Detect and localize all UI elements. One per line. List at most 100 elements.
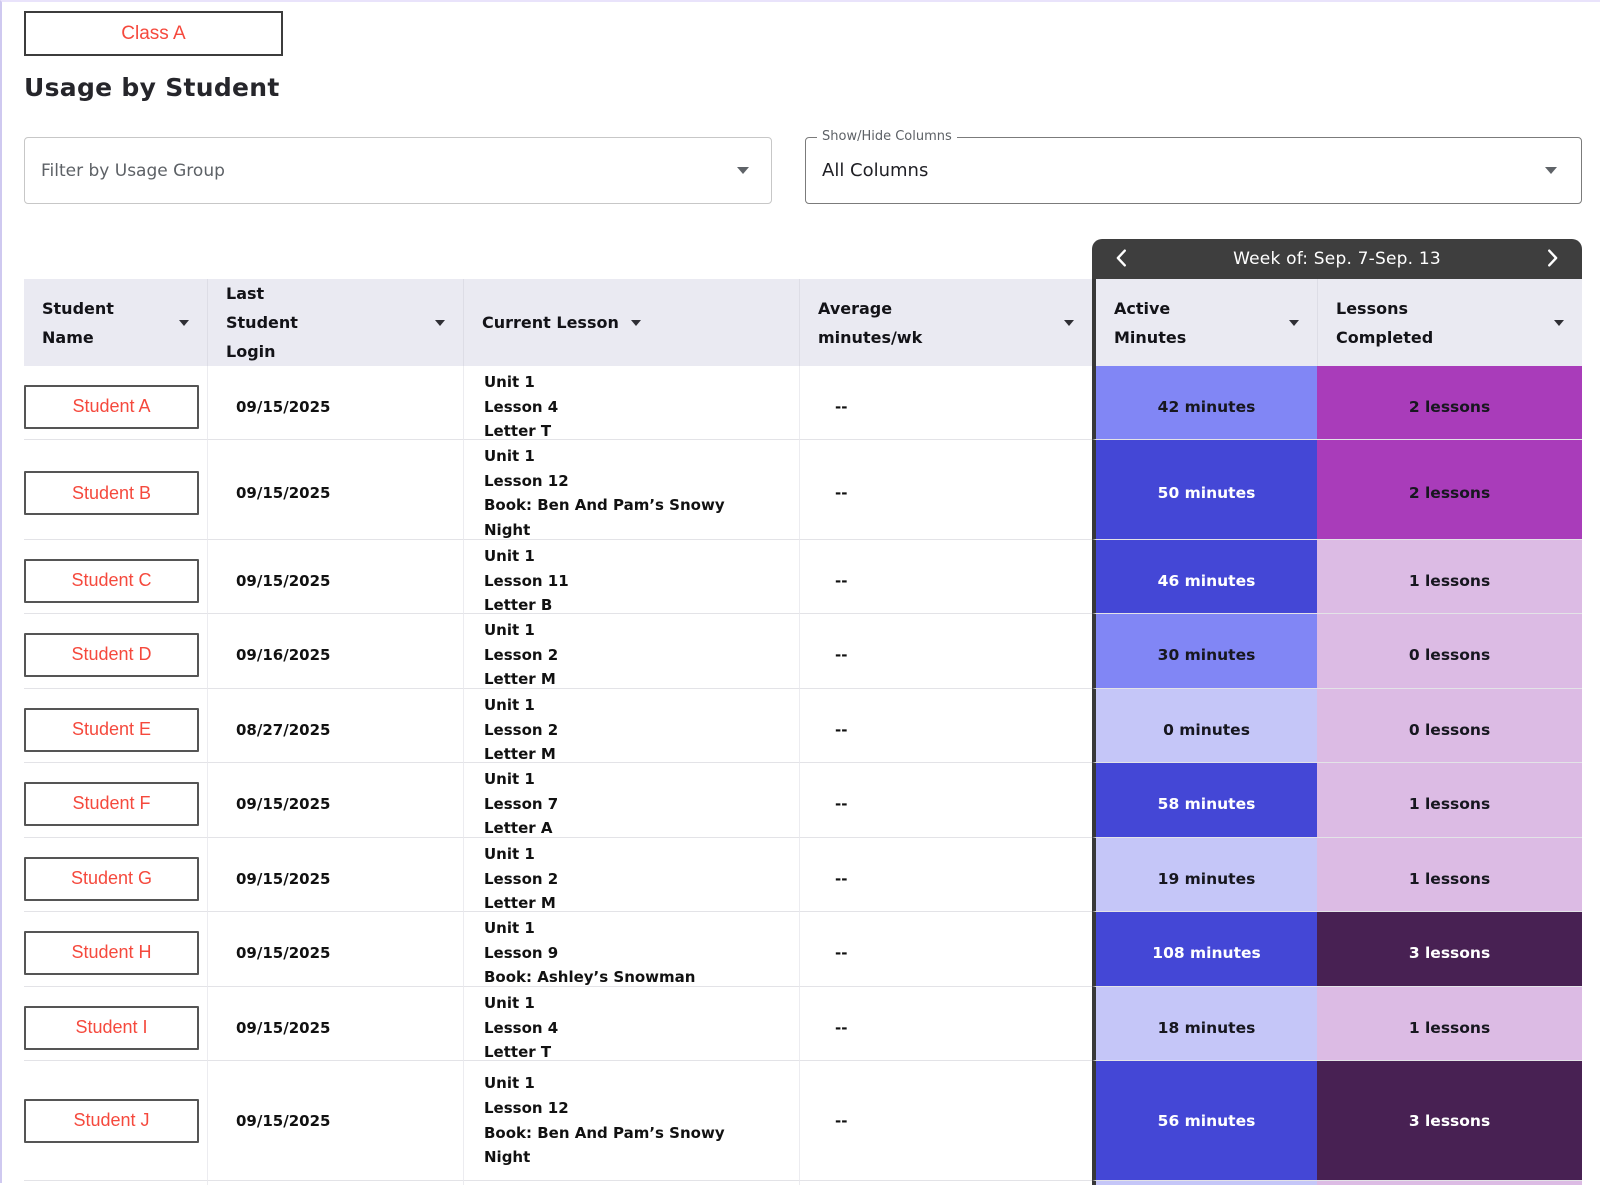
current-lesson-cell: Unit 1Lesson 2Letter M [463, 688, 799, 771]
week-label: Week of: Sep. 7-Sep. 13 [1152, 249, 1522, 269]
table-row: Student B 09/15/2025 Unit 1Lesson 12Book… [24, 439, 1582, 539]
lessons-completed-cell: 2 lessons [1317, 365, 1582, 448]
column-header-average-minutes[interactable]: Average minutes/wk [799, 279, 1092, 366]
active-minutes-cell: 18 minutes [1092, 986, 1317, 1069]
lessons-completed-cell: 1 lessons [1317, 837, 1582, 920]
last-login-cell: 09/15/2025 [207, 762, 463, 845]
student-name-button[interactable]: Student J [24, 1099, 199, 1143]
header-row: Student Name Last Student Login Current … [24, 279, 1582, 365]
average-minutes-cell: -- [799, 762, 1092, 845]
sort-arrow-icon [631, 320, 641, 326]
current-lesson-cell: Unit 1Lesson 11Letter B [463, 539, 799, 622]
prev-week-button[interactable] [1092, 239, 1152, 279]
student-name-button[interactable]: Student B [24, 471, 199, 515]
table-row: Student C 09/15/2025 Unit 1Lesson 11Lett… [24, 539, 1582, 613]
average-minutes-cell: -- [799, 1060, 1092, 1180]
active-minutes-cell: 46 minutes [1092, 539, 1317, 622]
student-name-button[interactable]: Student E [24, 708, 199, 752]
current-lesson-cell: Unit 1Lesson 4Letter T [463, 986, 799, 1069]
sort-arrow-icon [1554, 320, 1564, 326]
last-login-cell: 09/15/2025 [207, 539, 463, 622]
average-minutes-cell: -- [799, 365, 1092, 448]
current-lesson-cell: Unit 1Lesson 12Book: Ben And Pam’s Snowy… [463, 1060, 799, 1180]
current-lesson-cell: Unit 1Lesson 9Book: Ashley’s Snowman [463, 911, 799, 994]
active-minutes-cell: 19 minutes [1092, 837, 1317, 920]
columns-select-label: Show/Hide Columns [817, 129, 957, 144]
table-row: Student H 09/15/2025 Unit 1Lesson 9Book:… [24, 911, 1582, 986]
class-button[interactable]: Class A [24, 11, 283, 56]
active-minutes-cell: 108 minutes [1092, 911, 1317, 994]
active-minutes-cell: 56 minutes [1092, 1060, 1317, 1180]
table-row: Student F 09/15/2025 Unit 1Lesson 7Lette… [24, 762, 1582, 837]
table-row: Student E 08/27/2025 Unit 1Lesson 2Lette… [24, 688, 1582, 762]
average-minutes-cell: -- [799, 986, 1092, 1069]
table-row: Student A 09/15/2025 Unit 1Lesson 4Lette… [24, 365, 1582, 439]
current-lesson-cell: Unit 1Lesson 4Letter T [463, 365, 799, 448]
last-login-cell: 09/15/2025 [207, 1060, 463, 1180]
sort-arrow-icon [179, 320, 189, 326]
lessons-completed-cell: 1 lessons [1317, 986, 1582, 1069]
last-login-cell: 09/15/2025 [207, 911, 463, 994]
current-lesson-cell: Unit 1Lesson 7Letter A [463, 762, 799, 845]
chevron-down-icon [1545, 167, 1557, 174]
chevron-right-icon [1541, 247, 1563, 272]
usage-table: Student Name Last Student Login Current … [24, 279, 1582, 1185]
table-body: Student A 09/15/2025 Unit 1Lesson 4Lette… [24, 365, 1582, 1180]
column-header-student-name[interactable]: Student Name [24, 279, 207, 366]
column-header-active-minutes[interactable]: Active Minutes [1092, 279, 1317, 366]
lessons-completed-cell: 3 lessons [1317, 911, 1582, 994]
table-row: Student D 09/16/2025 Unit 1Lesson 2Lette… [24, 613, 1582, 688]
usage-group-filter[interactable]: Filter by Usage Group [24, 137, 772, 204]
column-header-current-lesson[interactable]: Current Lesson [463, 279, 799, 366]
column-header-lessons-completed[interactable]: Lessons Completed [1317, 279, 1582, 366]
student-name-button[interactable]: Student G [24, 857, 199, 901]
lessons-completed-cell: 2 lessons [1317, 439, 1582, 546]
average-minutes-cell: -- [799, 439, 1092, 546]
student-name-button[interactable]: Student C [24, 559, 199, 603]
chevron-left-icon [1111, 247, 1133, 272]
sort-arrow-icon [1064, 320, 1074, 326]
table-row: Student J 09/15/2025 Unit 1Lesson 12Book… [24, 1060, 1582, 1180]
last-login-cell: 09/15/2025 [207, 837, 463, 920]
student-name-button[interactable]: Student I [24, 1006, 199, 1050]
current-lesson-cell: Unit 1Lesson 2Letter M [463, 837, 799, 920]
student-name-button[interactable]: Student A [24, 385, 199, 429]
active-minutes-cell: 30 minutes [1092, 613, 1317, 696]
average-minutes-cell: -- [799, 613, 1092, 696]
student-name-button[interactable]: Student H [24, 931, 199, 975]
average-minutes-cell: -- [799, 911, 1092, 994]
lessons-completed-cell: 1 lessons [1317, 539, 1582, 622]
column-header-last-student-login[interactable]: Last Student Login [207, 279, 463, 366]
average-minutes-cell: -- [799, 539, 1092, 622]
page-title: Usage by Student [24, 73, 280, 102]
average-minutes-cell: -- [799, 837, 1092, 920]
average-minutes-cell: -- [799, 688, 1092, 771]
lessons-completed-cell: 1 lessons [1317, 762, 1582, 845]
last-login-cell: 09/15/2025 [207, 439, 463, 546]
table-row: Student I 09/15/2025 Unit 1Lesson 4Lette… [24, 986, 1582, 1060]
next-week-button[interactable] [1522, 239, 1582, 279]
active-minutes-cell: 58 minutes [1092, 762, 1317, 845]
columns-select[interactable]: Show/Hide Columns All Columns [805, 137, 1582, 204]
chevron-down-icon [737, 167, 749, 174]
lessons-completed-cell: 0 lessons [1317, 613, 1582, 696]
lessons-completed-cell: 0 lessons [1317, 688, 1582, 771]
sort-arrow-icon [435, 320, 445, 326]
active-minutes-cell: 0 minutes [1092, 688, 1317, 771]
table-row: Student G 09/15/2025 Unit 1Lesson 2Lette… [24, 837, 1582, 911]
usage-group-filter-placeholder: Filter by Usage Group [41, 161, 737, 181]
last-login-cell: 09/16/2025 [207, 613, 463, 696]
student-name-button[interactable]: Student F [24, 782, 199, 826]
current-lesson-cell: Unit 1Lesson 12Book: Ben And Pam’s Snowy… [463, 439, 799, 546]
sort-arrow-icon [1289, 320, 1299, 326]
week-navigator: Week of: Sep. 7-Sep. 13 [1092, 239, 1582, 279]
lessons-completed-cell: 3 lessons [1317, 1060, 1582, 1180]
last-login-cell: 08/27/2025 [207, 688, 463, 771]
columns-select-value: All Columns [822, 160, 1545, 181]
current-lesson-cell: Unit 1Lesson 2Letter M [463, 613, 799, 696]
student-name-button[interactable]: Student D [24, 633, 199, 677]
last-login-cell: 09/15/2025 [207, 986, 463, 1069]
last-login-cell: 09/15/2025 [207, 365, 463, 448]
active-minutes-cell: 50 minutes [1092, 439, 1317, 546]
active-minutes-cell: 42 minutes [1092, 365, 1317, 448]
